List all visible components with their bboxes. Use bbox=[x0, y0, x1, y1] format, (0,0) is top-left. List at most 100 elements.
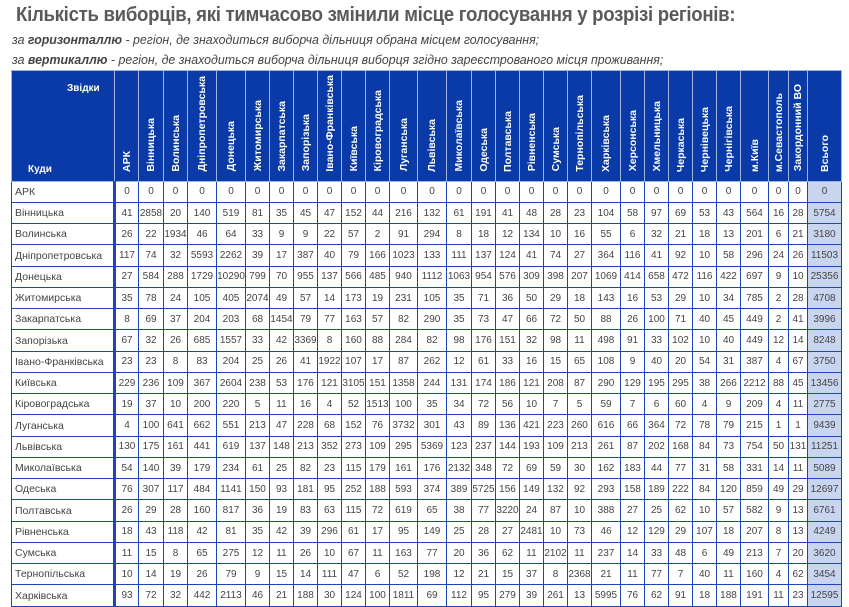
table-cell: 176 bbox=[471, 329, 496, 352]
table-cell: 183 bbox=[620, 456, 645, 480]
table-cell: 6 bbox=[692, 541, 717, 565]
table-cell: 421 bbox=[519, 414, 544, 437]
table-cell: 237 bbox=[591, 541, 621, 565]
table-cell: 131 bbox=[446, 371, 472, 395]
table-cell: 69 bbox=[417, 584, 447, 607]
table-cell: 9 bbox=[269, 223, 294, 246]
table-cell: 72 bbox=[138, 584, 164, 607]
row-region-name: Волинська bbox=[11, 223, 116, 246]
table-cell: 5369 bbox=[417, 435, 447, 458]
table-cell: 9 bbox=[293, 223, 318, 246]
table-cell: 156 bbox=[495, 478, 520, 501]
table-cell: 593 bbox=[389, 478, 418, 501]
column-header-label: Хмельницька bbox=[650, 101, 663, 172]
table-cell: 223 bbox=[543, 414, 568, 437]
table-cell: 29 bbox=[788, 478, 808, 501]
table-cell: 295 bbox=[389, 435, 418, 458]
from-label: Звідки bbox=[67, 83, 100, 94]
table-cell: 389 bbox=[446, 478, 472, 501]
row-total-cell: 9439 bbox=[807, 414, 842, 437]
table-cell: 940 bbox=[389, 265, 418, 288]
table-cell: 11 bbox=[269, 541, 294, 565]
table-cell: 7 bbox=[768, 541, 789, 565]
column-header-label: Закордонний ВО bbox=[792, 84, 804, 172]
table-cell: 115 bbox=[341, 456, 366, 480]
table-cell: 16 bbox=[768, 201, 789, 225]
table-cell: 16 bbox=[293, 393, 318, 416]
table-cell: 200 bbox=[187, 393, 217, 416]
column-header: м.Київ bbox=[740, 70, 769, 182]
table-cell: 4 bbox=[768, 393, 789, 416]
table-cell: 616 bbox=[591, 414, 621, 437]
table-cell: 59 bbox=[543, 456, 568, 480]
table-cell: 33 bbox=[245, 329, 270, 352]
table-cell: 121 bbox=[317, 371, 342, 395]
table-cell: 105 bbox=[417, 286, 447, 310]
table-cell: 48 bbox=[668, 541, 693, 565]
table-cell: 12 bbox=[495, 223, 520, 246]
table-cell: 0 bbox=[417, 180, 447, 203]
table-cell: 12 bbox=[446, 350, 472, 373]
table-cell: 10 bbox=[692, 286, 717, 310]
table-cell: 70 bbox=[269, 265, 294, 288]
table-cell: 21 bbox=[591, 563, 621, 586]
table-cell: 202 bbox=[644, 435, 669, 458]
table-cell: 266 bbox=[716, 371, 741, 395]
table-cell: 66 bbox=[519, 308, 544, 331]
table-cell: 23 bbox=[138, 350, 164, 373]
table-cell: 59 bbox=[591, 393, 621, 416]
table-cell: 35 bbox=[417, 393, 447, 416]
row-region-name: Тернопільська bbox=[11, 563, 116, 586]
table-cell: 619 bbox=[216, 435, 246, 458]
table-cell: 198 bbox=[417, 563, 447, 586]
row-region-name: Миколаївська bbox=[11, 456, 116, 480]
table-cell: 30 bbox=[567, 456, 592, 480]
table-cell: 307 bbox=[138, 478, 164, 501]
table-row: Запорізька 67 32 26 685 1557 33 42 3369 8 160 88 284… bbox=[11, 329, 842, 352]
column-header: Всього bbox=[807, 70, 842, 182]
table-cell: 519 bbox=[216, 201, 246, 225]
table-cell: 551 bbox=[216, 414, 246, 437]
table-cell: 98 bbox=[543, 329, 568, 352]
table-cell: 19 bbox=[269, 499, 294, 522]
table-cell: 0 bbox=[519, 180, 544, 203]
table-cell: 294 bbox=[417, 223, 447, 246]
table-cell: 26 bbox=[293, 541, 318, 565]
table-cell: 1934 bbox=[163, 223, 188, 246]
table-cell: 137 bbox=[471, 244, 496, 267]
column-header-label: Чернівецька bbox=[698, 106, 711, 172]
table-cell: 27 bbox=[114, 265, 139, 288]
row-region-name: Київська bbox=[11, 371, 116, 395]
table-cell: 2 bbox=[768, 286, 789, 310]
table-cell: 34 bbox=[716, 286, 741, 310]
column-header-label: Вінницька bbox=[145, 117, 157, 172]
table-cell: 33 bbox=[245, 223, 270, 246]
table-cell: 105 bbox=[187, 286, 217, 310]
table-cell: 92 bbox=[668, 244, 693, 267]
table-cell: 152 bbox=[341, 201, 366, 225]
table-cell: 36 bbox=[245, 499, 270, 522]
table-cell: 27 bbox=[620, 499, 645, 522]
table-cell: 0 bbox=[788, 180, 808, 203]
table-cell: 1063 bbox=[446, 265, 472, 288]
table-cell: 10 bbox=[692, 244, 717, 267]
column-header: Волинська bbox=[163, 70, 188, 182]
table-cell: 32 bbox=[163, 244, 188, 267]
row-total-cell: 3750 bbox=[807, 350, 842, 373]
table-cell: 38 bbox=[446, 499, 472, 522]
table-row: Львівська 130 175 161 441 619 137 148 213 352 273 1… bbox=[11, 435, 842, 458]
column-header: Кіровоградська bbox=[365, 70, 390, 182]
table-cell: 0 bbox=[114, 180, 139, 203]
column-header: Одеська bbox=[471, 70, 496, 182]
table-row: Сумська 11 15 8 65 275 12 11 26 10 67 11 163 77 20 36 62… bbox=[11, 541, 842, 565]
table-cell: 204 bbox=[187, 308, 217, 331]
table-cell: 100 bbox=[365, 584, 390, 607]
column-header: Хмельницька bbox=[644, 70, 669, 182]
table-cell: 41 bbox=[293, 350, 318, 373]
column-header: Луганська bbox=[389, 70, 418, 182]
table-cell: 293 bbox=[591, 478, 621, 501]
table-cell: 5725 bbox=[471, 478, 496, 501]
table-cell: 73 bbox=[716, 435, 741, 458]
table-cell: 67 bbox=[341, 541, 366, 565]
column-header: м.Севастополь bbox=[768, 70, 789, 182]
